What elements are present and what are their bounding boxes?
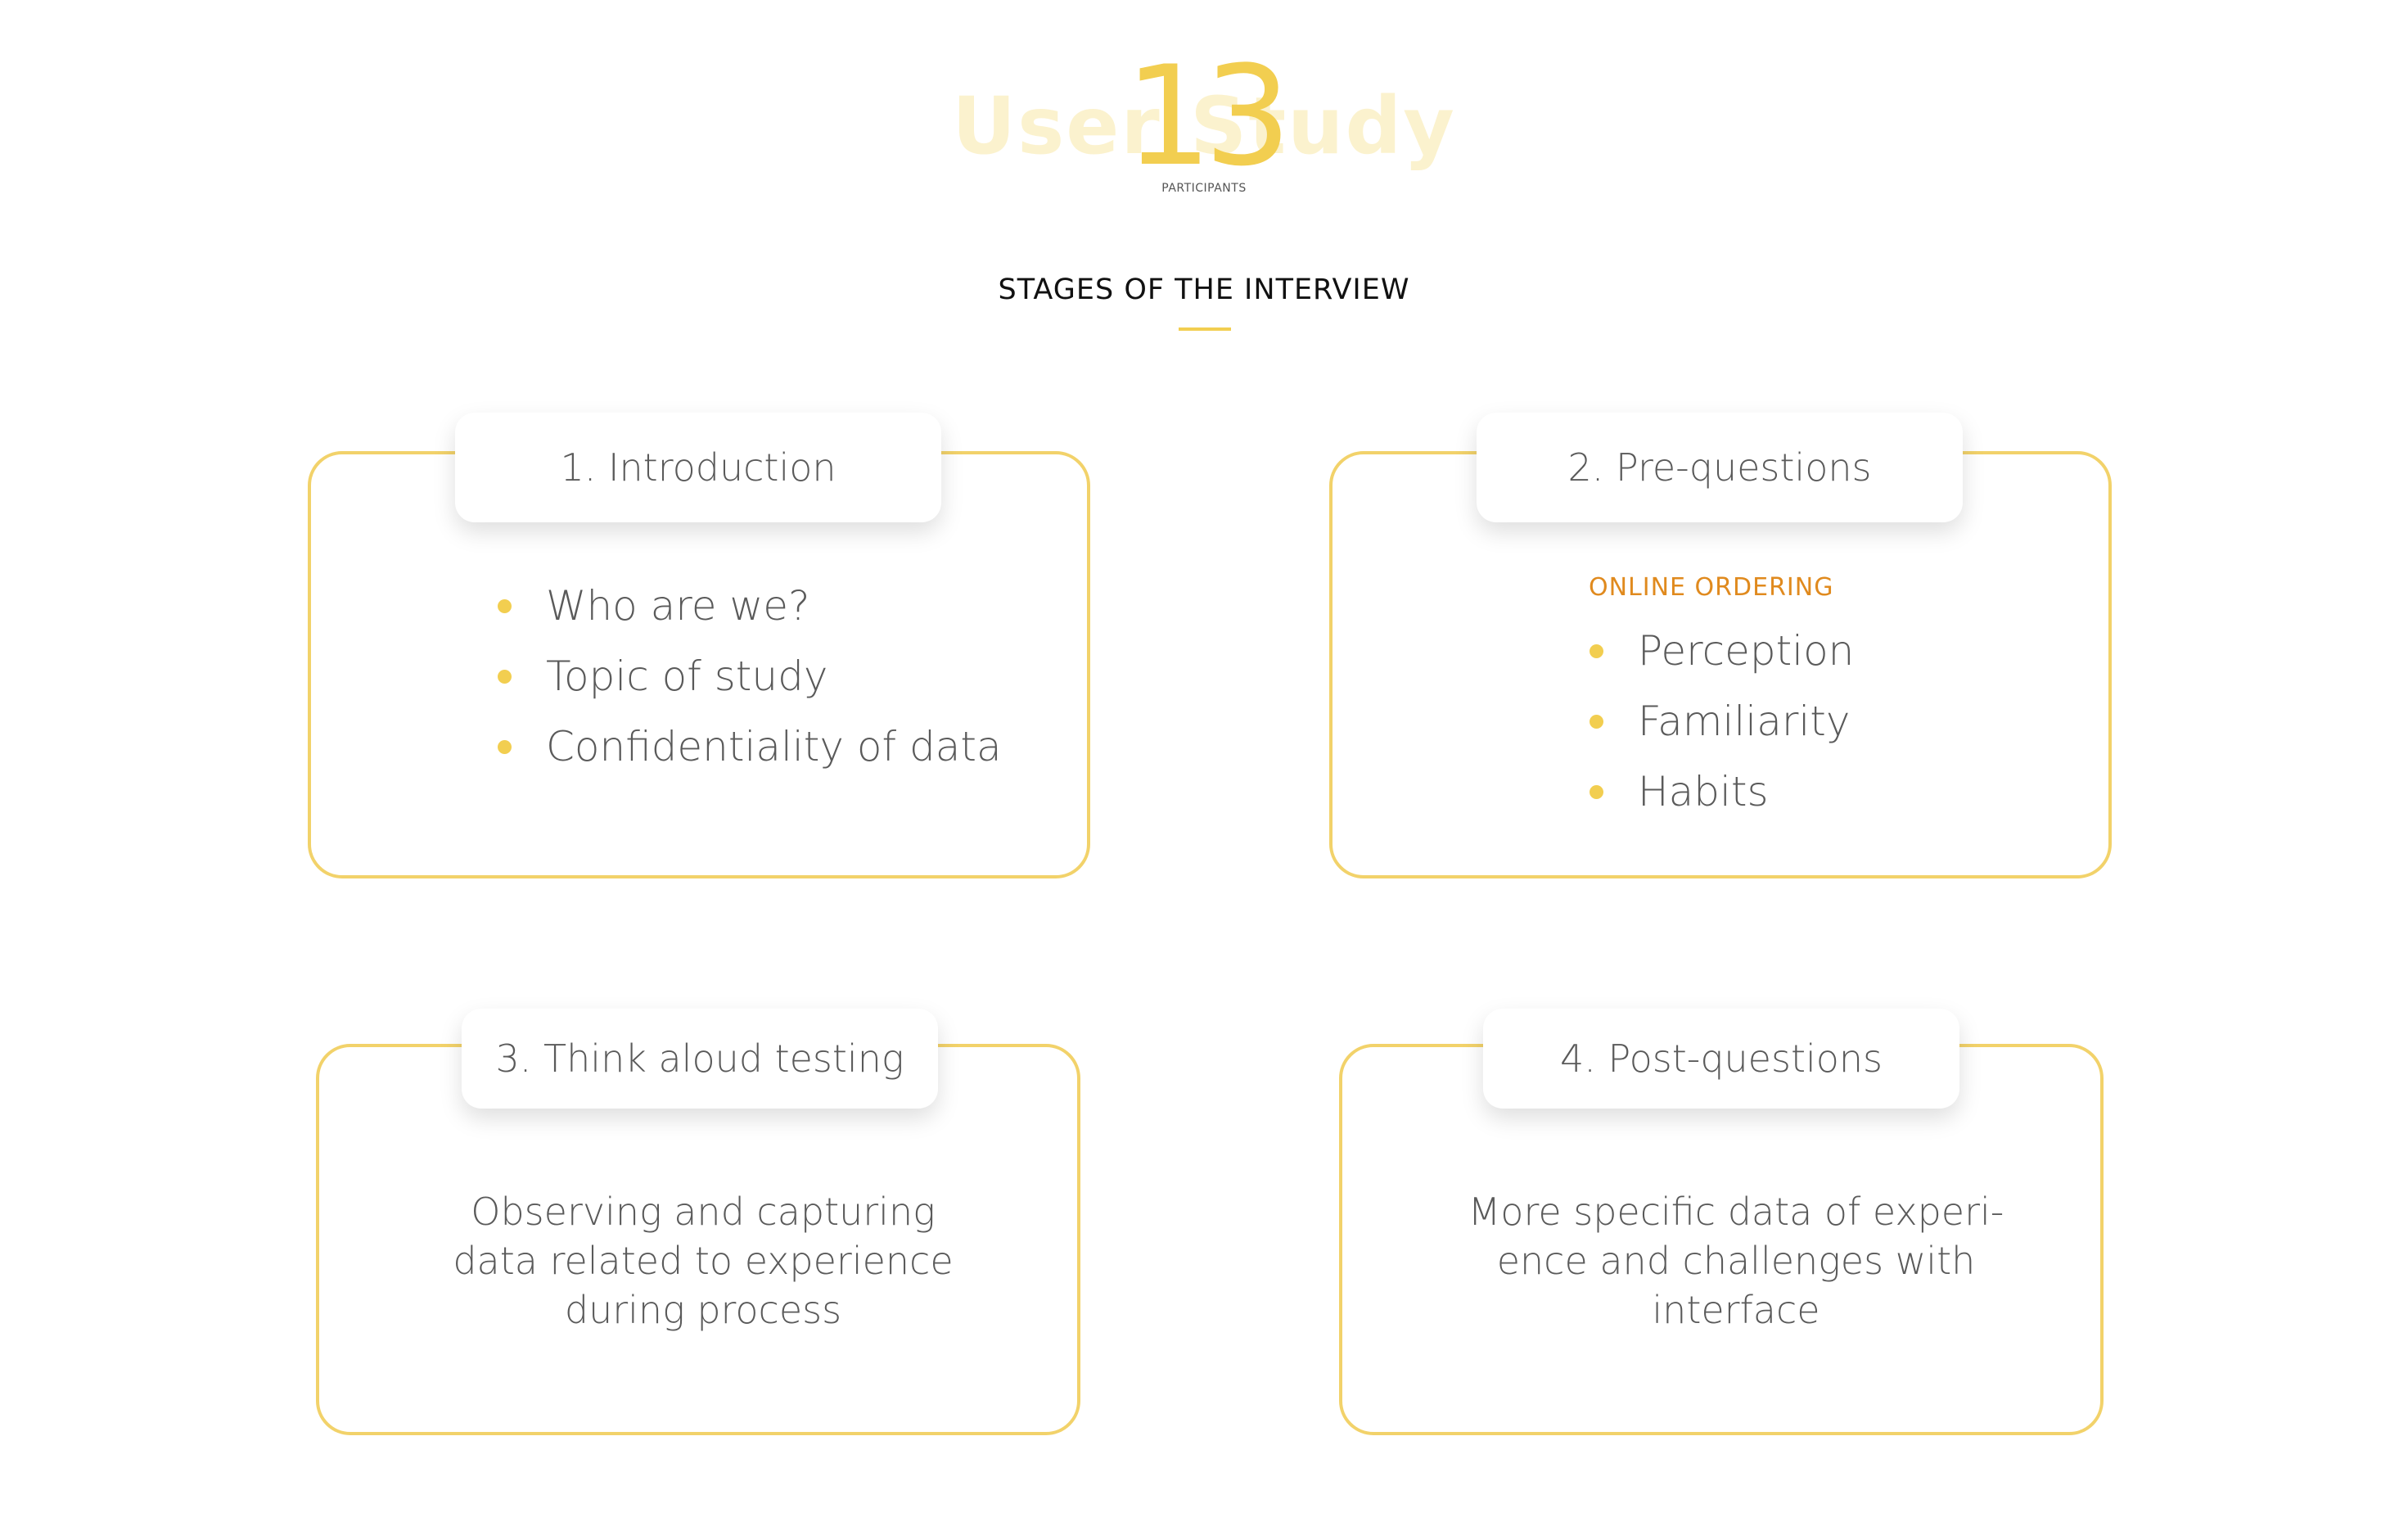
stage-title-pre-questions: 2. Pre-questions xyxy=(1477,413,1963,522)
list-item-label: Habits xyxy=(1638,768,1769,815)
bullet-icon xyxy=(498,669,512,684)
section-underline xyxy=(1179,327,1231,331)
bullet-icon xyxy=(498,598,512,613)
stage-card-think-aloud xyxy=(316,1044,1080,1435)
description-line: data related to experience xyxy=(453,1239,954,1283)
stage-description-think-aloud: Observing and capturing data related to … xyxy=(373,1187,1033,1335)
stage-title-think-aloud: 3. Think aloud testing xyxy=(462,1009,938,1109)
list-item: Habits xyxy=(1590,756,1854,827)
bullet-icon xyxy=(498,739,512,754)
list-item-label: Who are we? xyxy=(546,582,810,630)
stage-title-introduction: 1. Introduction xyxy=(455,413,941,522)
pre-questions-list: Perception Familiarity Habits xyxy=(1590,616,1854,827)
list-item-label: Topic of study xyxy=(546,653,828,700)
list-item-label: Perception xyxy=(1638,627,1855,675)
description-line: during process xyxy=(564,1288,842,1332)
description-line: ence and challenges with xyxy=(1496,1239,1976,1283)
participant-caption: PARTICIPANTS xyxy=(1161,182,1247,195)
stage-card-post-questions xyxy=(1339,1044,2104,1435)
hero-background-title: User Study xyxy=(952,80,1456,172)
description-line: Observing and capturing xyxy=(471,1190,936,1234)
description-line: More specific data of experi- xyxy=(1468,1190,2004,1234)
bullet-icon xyxy=(1590,714,1603,729)
list-item: Who are we? xyxy=(498,571,1002,641)
list-item: Confidentiality of data xyxy=(498,711,1002,782)
stage-card-pre-questions xyxy=(1329,451,2112,878)
section-title: STAGES OF THE INTERVIEW xyxy=(998,273,1410,306)
bullet-icon xyxy=(1590,644,1603,658)
stage-title-post-questions: 4. Post-questions xyxy=(1483,1009,1959,1109)
bullet-icon xyxy=(1590,784,1603,799)
list-item: Perception xyxy=(1590,616,1854,686)
stage-subheading: ONLINE ORDERING xyxy=(1589,573,1834,602)
list-item-label: Confidentiality of data xyxy=(546,723,1002,770)
introduction-list: Who are we? Topic of study Confidentiali… xyxy=(498,571,1002,782)
list-item: Familiarity xyxy=(1590,686,1854,756)
description-line: interface xyxy=(1652,1288,1820,1332)
list-item: Topic of study xyxy=(498,641,1002,711)
stage-description-post-questions: More specific data of experi- ence and c… xyxy=(1406,1187,2066,1335)
list-item-label: Familiarity xyxy=(1638,698,1851,745)
stage-card-introduction xyxy=(308,451,1090,878)
participant-count: 13 xyxy=(1125,36,1292,196)
hero: User Study 13 PARTICIPANTS xyxy=(0,36,2408,213)
